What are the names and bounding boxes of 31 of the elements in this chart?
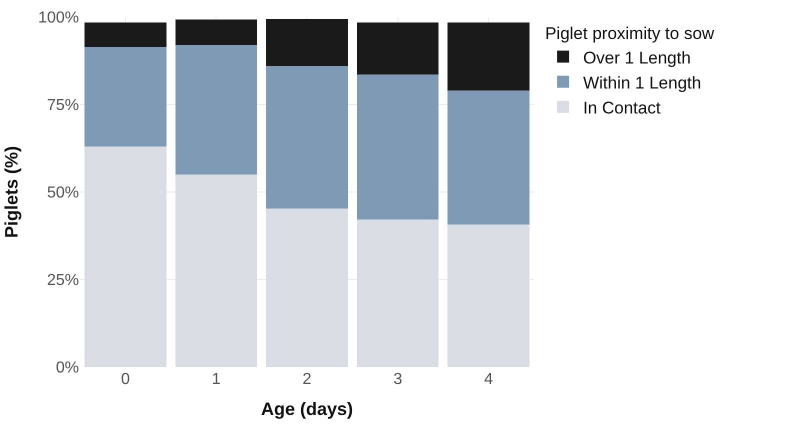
y-tick-label: 50% [46, 184, 79, 202]
x-tick-label: 2 [302, 371, 312, 388]
bar [84, 146, 166, 367]
bar [175, 19, 258, 45]
x-tick-label: 4 [484, 371, 494, 388]
bar [84, 46, 166, 146]
bar [175, 174, 258, 367]
x-tick-label: 1 [212, 371, 221, 388]
y-axis-title: Piglets (%) [1, 146, 22, 238]
y-tick-label: 100% [38, 10, 79, 27]
bar [448, 224, 530, 367]
bar [266, 19, 348, 66]
bar [448, 90, 530, 225]
x-tick-label: 3 [393, 371, 402, 388]
y-tick-label: 25% [46, 272, 79, 290]
bar [356, 74, 439, 220]
bar [266, 66, 348, 208]
legend-label: Over 1 Length [583, 48, 691, 68]
legend-label: In Contact [583, 98, 661, 118]
bar [356, 22, 439, 74]
bar [84, 22, 166, 47]
bar [448, 22, 530, 90]
bar [175, 45, 258, 174]
y-tick-label: 75% [46, 97, 79, 114]
bar [266, 208, 348, 367]
x-tick-label: 0 [120, 371, 130, 388]
x-axis-title: Age (days) [260, 399, 354, 420]
bar [356, 219, 439, 367]
legend-label: Within 1 Length [583, 73, 702, 92]
y-tick-label: 0% [56, 360, 79, 377]
legend-title: Piglet proximity to sow [545, 24, 715, 44]
